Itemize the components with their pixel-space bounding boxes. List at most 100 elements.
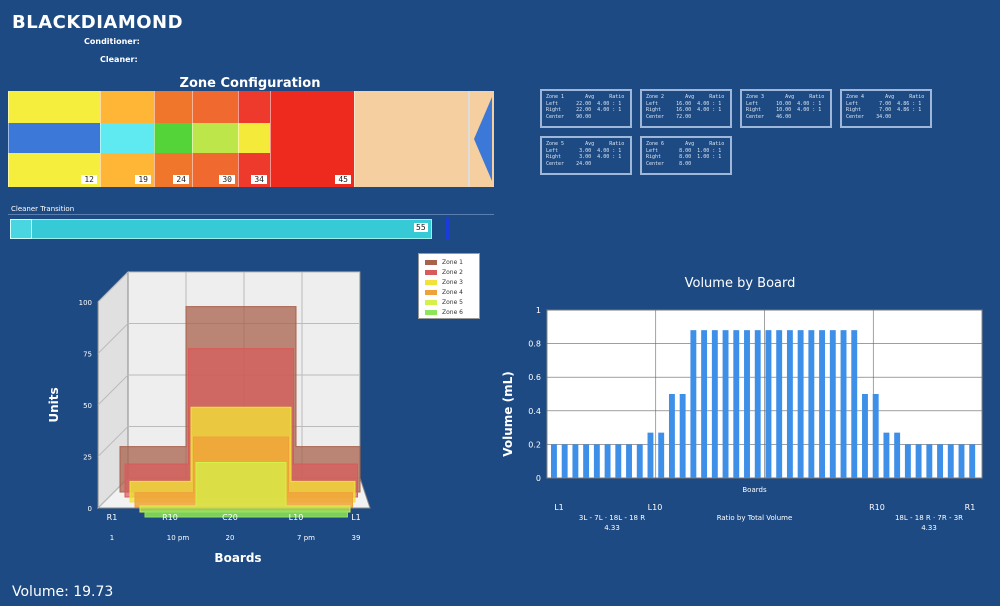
x-tick-label: R10 [869,503,885,512]
zone-summary-box: Zone 6 Avg Ratio Left 8.00 1.00 : 1 Righ… [640,136,732,175]
y-tick-label: 50 [83,402,92,410]
cleaner-transition-value: 55 [414,223,428,232]
y-axis-label: Units [47,387,61,422]
y-tick-label: 25 [83,454,92,462]
x-axis-label: Boards [742,486,767,494]
bar [819,330,826,478]
bar [626,444,632,478]
bar [593,444,600,478]
bar [604,444,611,478]
legend-item: Zone 3 [425,279,463,286]
zone-summary-box: Zone 1 Avg Ratio Left 22.00 4.00 : 1 Rig… [540,89,632,128]
bar [615,444,622,478]
zone-segment-band [100,91,154,123]
legend-item: Zone 5 [425,299,463,306]
bar [862,394,868,478]
zone-segment-band [154,91,192,123]
bar [883,432,890,478]
bar [958,444,965,478]
cleaner-transition-slider[interactable] [10,219,432,239]
y-tick-label: 100 [79,299,92,307]
brand-title: BLACKDIAMOND [12,12,184,33]
zone-boundary-value: 24 [173,175,189,184]
legend-label: Zone 3 [442,279,463,286]
total-volume-readout: Volume: 19.73 [12,584,114,600]
legend-label: Zone 5 [442,299,463,306]
bar [733,330,740,478]
bar [840,330,847,478]
bar [551,444,557,478]
scroll-arrow-icon[interactable] [470,91,494,187]
cleaner-transition-marker[interactable] [446,218,449,240]
zone-segment-band [354,91,468,123]
footnote-label: 4.33 [921,524,937,532]
zone-boundary-value: 34 [251,175,267,184]
zone-segment[interactable]: 12 [8,91,100,187]
gridline [97,426,129,457]
x-sub-tick-label: 20 [226,534,235,542]
legend-swatch [425,310,437,315]
bar [937,444,943,478]
zone-segment[interactable]: 45 [270,91,354,187]
legend-item: Zone 6 [425,309,463,316]
zone-segment[interactable]: 30 [192,91,238,187]
y-tick-label: 0 [536,474,541,483]
legend-swatch [425,260,437,265]
y-axis-label: Volume (mL) [501,371,515,456]
bar [668,394,675,478]
legend-swatch [425,290,437,295]
footnote-label: 18L - 18 R · 7R - 3R [895,514,963,522]
bar [894,432,901,478]
bar [904,444,911,478]
y-tick-label: 0.4 [528,407,541,416]
zone-segment-band [238,91,270,123]
zone-segment-band [354,153,468,187]
bar [561,444,568,478]
zone-boundary-value: 30 [219,175,235,184]
volume-chart-title: Volume by Board [684,276,796,291]
bar [829,330,836,478]
bar [765,330,772,478]
legend-label: Zone 1 [442,259,463,266]
bar [786,330,793,478]
zone-configuration-bar[interactable]: 12 19 24 30 34 45 [8,91,494,187]
x-tick-label: L1 [554,503,564,512]
area-series-5 [139,462,351,513]
zone-boundary-value: 19 [135,175,151,184]
cleaner-transition-label: Cleaner Transition [11,205,75,213]
legend-item: Zone 1 [425,259,463,266]
zone-segment[interactable] [354,91,468,187]
legend-swatch [425,270,437,275]
bar [572,444,579,478]
area-series-6 [144,510,348,518]
legend-label: Zone 6 [442,309,463,316]
zone-segment-band [192,123,238,153]
legend-label: Zone 4 [442,289,463,296]
y-tick-label: 0 [88,505,92,513]
volume-by-board-chart: 0 0.2 0.4 0.6 0.8 1 Boards L1 L10 R10 R1 3L - 7L · … [501,306,983,532]
footnote-label: 3L - 7L · 18L - 18 R [579,514,645,522]
conditioner-label: Conditioner: [84,37,140,46]
bar [872,394,879,478]
cleaner-transition-handle[interactable] [10,219,32,239]
y-tick-label: 0.6 [528,373,541,382]
x-tick-label: L1 [351,513,361,522]
zone-summary-box: Zone 2 Avg Ratio Left 16.00 4.00 : 1 Rig… [640,89,732,128]
x-tick-label: R1 [107,513,118,522]
bar [797,330,804,478]
zone-segment[interactable]: 19 [100,91,154,187]
zone-segment[interactable]: 34 [238,91,270,187]
legend-item: Zone 4 [425,289,463,296]
x-sub-tick-label: 39 [352,534,361,542]
bar [711,330,718,478]
bar [808,330,815,478]
zone-boundary-value: 12 [81,175,97,184]
zone-segment-band [100,123,154,153]
bar [926,444,933,478]
zone-segment-band [270,123,354,153]
x-tick-label: L10 [648,503,663,512]
gridline [97,374,129,406]
zone-segment[interactable]: 24 [154,91,192,187]
zone-segment-band [154,123,192,153]
gridline [97,271,129,303]
